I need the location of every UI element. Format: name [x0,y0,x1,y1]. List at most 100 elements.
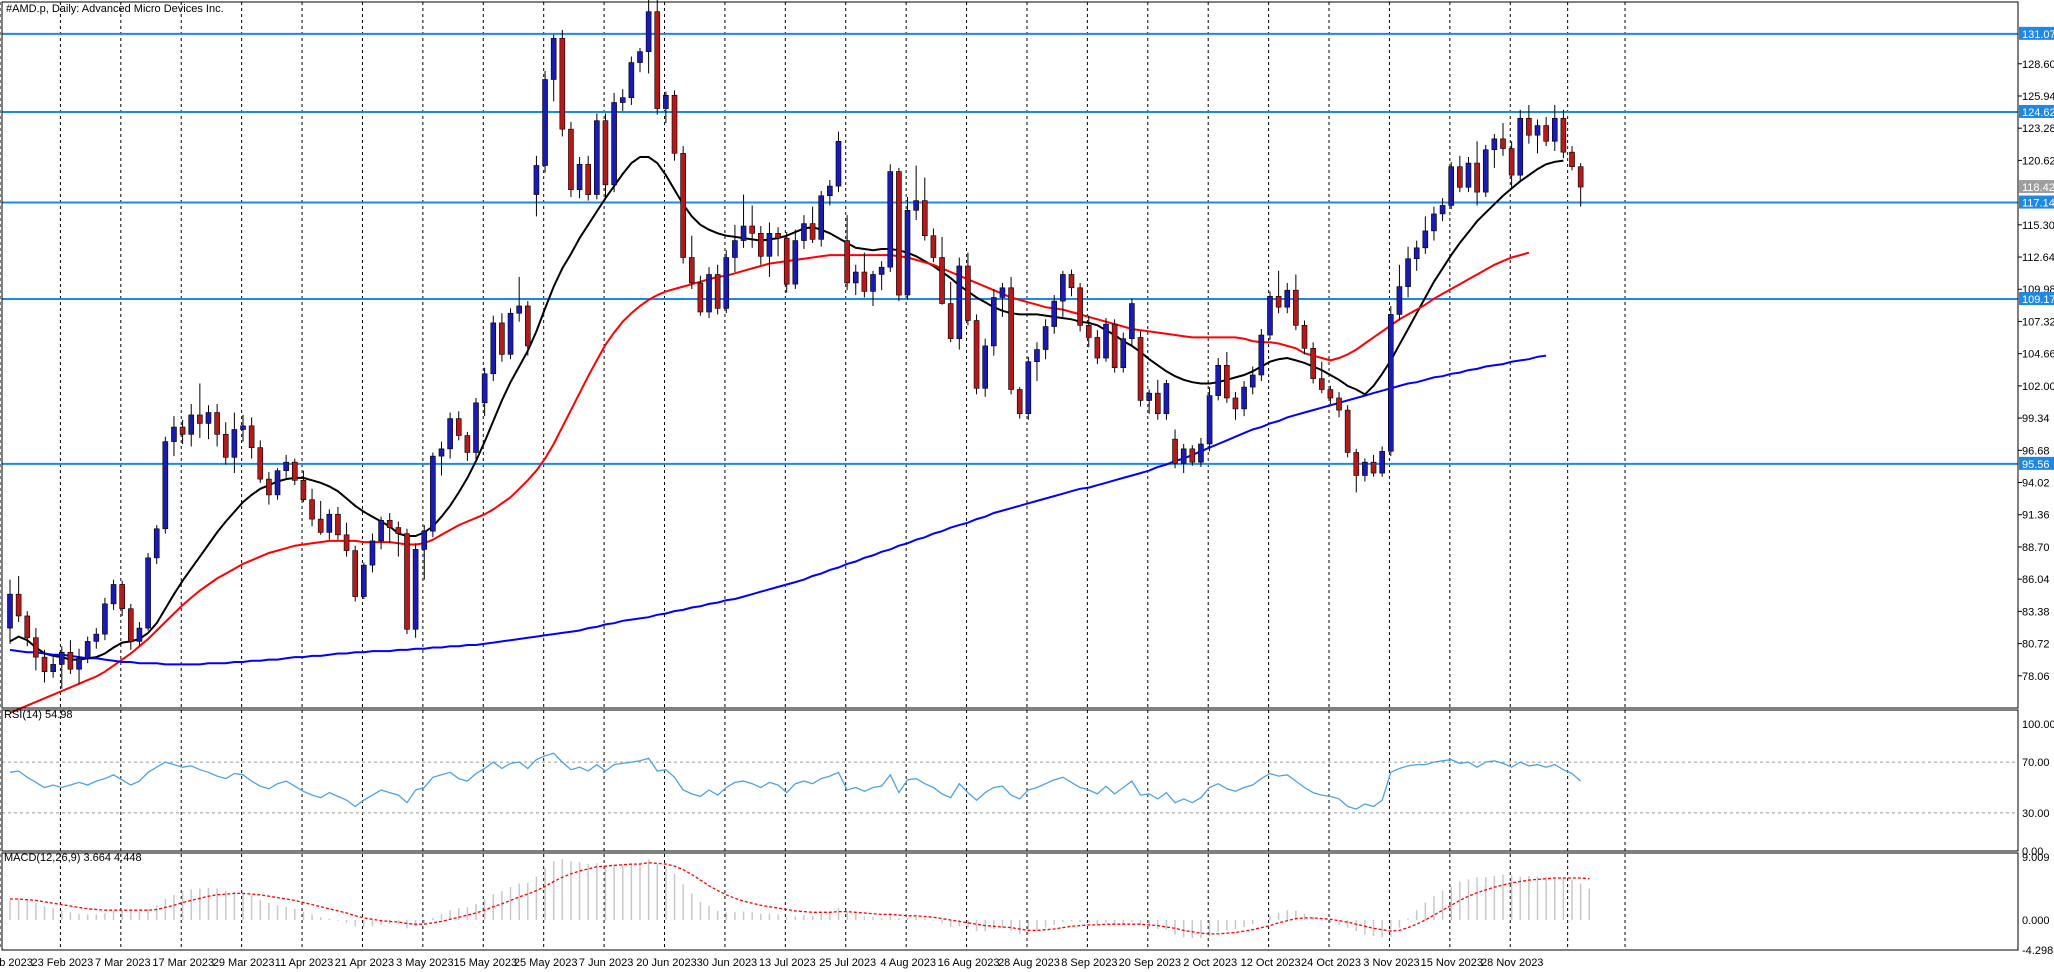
candle-body [248,425,255,448]
x-tick-label: 23 Feb 2023 [32,957,94,969]
candle-body [15,593,22,617]
candle [240,414,246,442]
candle [1508,141,1515,189]
candle-body [628,62,635,98]
candle [1267,291,1273,340]
candle-body [792,240,799,285]
candle [1042,319,1049,360]
candle [145,552,151,631]
candle [835,131,842,193]
candle-body [1551,117,1558,142]
candle [352,545,359,602]
level-price-tag [2019,195,2054,209]
candle-body [1491,138,1498,151]
candle-body [145,557,151,629]
x-tick-label: 8 Sep 2023 [1061,957,1117,969]
candle [1051,295,1058,334]
candle-body [326,513,333,533]
macd-y-tick-label: 0.000 [2022,915,2050,927]
candle [335,506,341,540]
candle-body [421,530,428,550]
candle-body [317,518,324,533]
candle [965,252,971,326]
rsi-panel [2,752,2018,814]
candle [542,71,548,173]
candle [904,196,911,300]
candle-body [1137,337,1144,401]
y-tick-label: 78.06 [2022,671,2050,683]
candle [991,289,997,356]
candle-body [611,102,617,186]
candle-body [1249,374,1256,388]
current-price-tag [2019,180,2054,194]
candle-body [663,94,669,109]
candle-body [257,447,264,480]
candle [844,215,850,291]
candle-body [1258,334,1265,376]
candle-body [602,120,609,186]
candle [274,468,281,500]
candle [481,367,488,417]
candle [982,338,988,397]
candle-body [335,513,341,536]
macd-signal-line [10,862,1590,935]
candle [1060,270,1066,317]
candle [1388,305,1394,457]
chart-title: #AMD.p, Daily: Advanced Micro Devices In… [6,3,224,15]
candle-body [1413,247,1420,260]
candle-body [1275,295,1282,308]
candle [861,252,868,298]
y-tick-label: 120.62 [2022,155,2054,167]
candle-body [378,519,384,542]
candle [594,113,600,200]
candle [1413,240,1420,271]
candle [50,657,56,678]
current-price-tag-label: 118.42 [2022,182,2054,194]
candle [1517,109,1524,182]
candle [1448,161,1455,210]
y-tick-label: 107.32 [2022,316,2054,328]
candle-body [1577,166,1584,188]
candle-body [835,140,842,187]
x-tick-label: 15 May 2023 [453,957,517,969]
candle [1318,361,1325,394]
candle-body [171,426,177,442]
candle [24,611,31,647]
candle-body [1560,117,1567,153]
level-price-tag-label: 124.62 [2022,107,2054,119]
candle-body [119,584,125,609]
candle-body [1163,383,1170,415]
candle-body [913,200,919,211]
candle [947,281,954,343]
candle [1154,379,1161,420]
candle-body [1267,295,1273,336]
candle [369,533,376,573]
candle [1120,332,1127,373]
candle [84,636,91,664]
candle-body [33,637,39,658]
candle-body [110,584,117,605]
candle [455,411,462,441]
candle-body [404,533,410,630]
candle-body [283,461,289,471]
x-tick-label: 10 Feb 2023 [0,957,33,969]
horizontal-levels[interactable] [2,32,2018,465]
candle-body [102,603,108,635]
candle [732,224,738,273]
candle [939,236,945,305]
candle [1008,276,1014,395]
candle-body [1284,289,1291,308]
candle-body [1379,450,1385,474]
rsi-line [9,752,1582,810]
candle [214,404,220,447]
candle-body [93,633,100,642]
candle-body [852,271,859,284]
candle-body [801,223,807,241]
candle-body [516,305,522,314]
candle-body [266,478,272,496]
candle [688,235,695,290]
candle [1310,342,1316,384]
x-tick-label: 12 Oct 2023 [1241,957,1301,969]
candle [76,648,82,684]
y-tick-label: 125.94 [2022,91,2054,103]
